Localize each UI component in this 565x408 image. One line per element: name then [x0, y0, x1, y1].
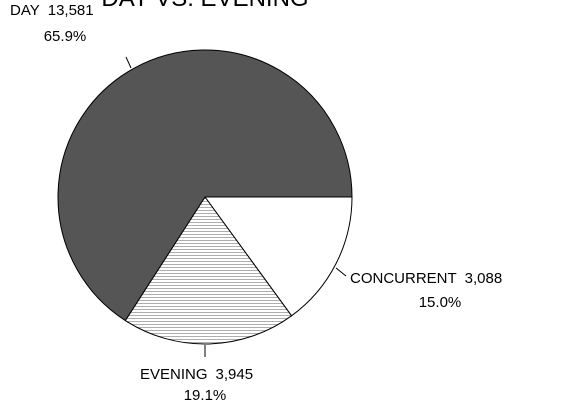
pie-slice: [57, 49, 353, 322]
pie-slice: [124, 196, 293, 345]
slice-label: CONCURRENT: [350, 270, 457, 287]
percent-label: 19.1%: [184, 387, 227, 404]
percent-label: 65.9%: [44, 28, 87, 45]
slice-label: DAY: [10, 2, 40, 19]
slice-label: EVENING: [140, 366, 208, 383]
leader-line: [125, 56, 132, 69]
value-label: 3,088: [465, 270, 503, 287]
value-label: 3,945: [216, 366, 254, 383]
pie-slice: [204, 196, 353, 317]
leader-line: [335, 267, 347, 277]
chart-title: DAY VS. EVENING: [101, 0, 308, 12]
value-label: 13,581: [48, 2, 94, 19]
percent-label: 15.0%: [419, 294, 462, 311]
